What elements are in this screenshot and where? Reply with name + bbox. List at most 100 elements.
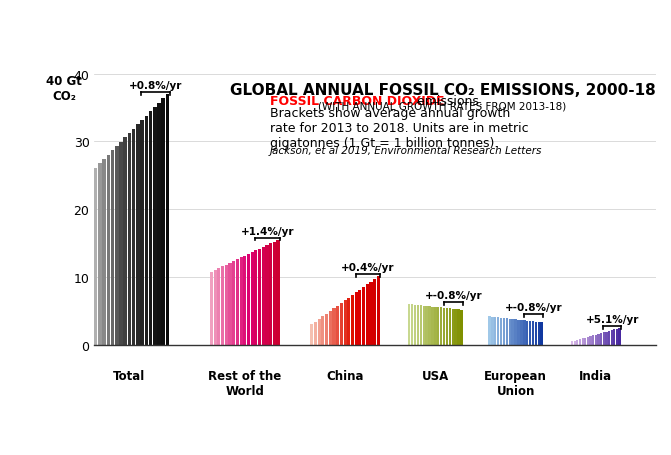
- Bar: [232, 262, 236, 345]
- Bar: [529, 321, 531, 345]
- Bar: [273, 242, 276, 345]
- Bar: [449, 308, 451, 345]
- Bar: [586, 337, 589, 345]
- Text: Total: Total: [113, 369, 146, 382]
- Bar: [579, 339, 581, 345]
- Bar: [269, 244, 272, 345]
- Text: India: India: [579, 369, 613, 382]
- Bar: [102, 160, 106, 345]
- Bar: [358, 290, 362, 345]
- Bar: [310, 325, 313, 345]
- Bar: [425, 306, 428, 345]
- Bar: [157, 103, 161, 345]
- Bar: [454, 309, 457, 345]
- Bar: [228, 263, 231, 345]
- Bar: [132, 129, 136, 345]
- Bar: [94, 168, 97, 345]
- Bar: [537, 323, 540, 345]
- Bar: [574, 341, 576, 345]
- Text: China: China: [326, 369, 364, 382]
- Bar: [582, 339, 584, 345]
- Bar: [153, 108, 156, 345]
- Bar: [491, 317, 494, 345]
- Bar: [408, 304, 411, 345]
- Bar: [597, 334, 600, 345]
- Bar: [592, 336, 595, 345]
- Title: GLOBAL ANNUAL FOSSIL CO₂ EMISSIONS, 2000-18: GLOBAL ANNUAL FOSSIL CO₂ EMISSIONS, 2000…: [229, 83, 656, 98]
- Bar: [325, 314, 328, 345]
- Bar: [506, 318, 508, 345]
- Bar: [336, 306, 340, 345]
- Text: Rest of the
World: Rest of the World: [208, 369, 281, 397]
- Bar: [262, 247, 265, 345]
- Bar: [520, 320, 523, 345]
- Text: USA: USA: [422, 369, 449, 382]
- Bar: [595, 335, 597, 345]
- Bar: [123, 138, 127, 345]
- Bar: [458, 309, 460, 345]
- Bar: [162, 99, 165, 345]
- Bar: [431, 307, 433, 345]
- Bar: [423, 306, 425, 345]
- Bar: [90, 172, 93, 345]
- Bar: [217, 268, 221, 345]
- Text: +0.4%/yr: +0.4%/yr: [341, 263, 395, 273]
- Bar: [236, 260, 239, 345]
- Bar: [166, 95, 169, 345]
- Bar: [344, 301, 347, 345]
- Text: emissions.: emissions.: [413, 95, 482, 108]
- Bar: [540, 323, 543, 345]
- Bar: [347, 298, 350, 345]
- Bar: [149, 112, 152, 345]
- Text: (WITH ANNUAL GROWTH RATES FROM 2013-18): (WITH ANNUAL GROWTH RATES FROM 2013-18): [319, 101, 567, 111]
- Bar: [437, 308, 440, 345]
- Bar: [494, 317, 497, 345]
- Text: 40 Gt
CO₂: 40 Gt CO₂: [46, 75, 82, 102]
- Bar: [532, 322, 534, 345]
- Text: Jackson, et al 2019, Environmental Research Letters: Jackson, et al 2019, Environmental Resea…: [270, 146, 542, 156]
- Bar: [107, 155, 110, 345]
- Bar: [354, 293, 358, 345]
- Bar: [460, 310, 463, 345]
- Bar: [377, 277, 380, 345]
- Bar: [329, 311, 332, 345]
- Bar: [535, 322, 537, 345]
- Bar: [213, 270, 217, 345]
- Bar: [509, 319, 511, 345]
- Bar: [576, 340, 578, 345]
- Bar: [250, 253, 254, 345]
- Bar: [497, 318, 499, 345]
- Bar: [523, 321, 525, 345]
- Text: FOSSIL CARBON DIOXIDE: FOSSIL CARBON DIOXIDE: [270, 95, 444, 108]
- Bar: [443, 308, 446, 345]
- Bar: [605, 332, 607, 345]
- Bar: [414, 305, 416, 345]
- Bar: [127, 134, 132, 345]
- Bar: [140, 121, 144, 345]
- Text: European
Union: European Union: [484, 369, 547, 397]
- Bar: [321, 317, 325, 345]
- Bar: [488, 317, 491, 345]
- Bar: [452, 309, 454, 345]
- Bar: [428, 307, 431, 345]
- Bar: [419, 306, 422, 345]
- Bar: [608, 331, 610, 345]
- Bar: [98, 164, 102, 345]
- Bar: [500, 318, 503, 345]
- Bar: [369, 282, 372, 345]
- Bar: [373, 279, 376, 345]
- Bar: [526, 321, 529, 345]
- Bar: [584, 338, 586, 345]
- Bar: [446, 308, 448, 345]
- Bar: [511, 319, 514, 345]
- Bar: [119, 142, 123, 345]
- Bar: [266, 246, 268, 345]
- Bar: [411, 305, 413, 345]
- Bar: [362, 288, 365, 345]
- Bar: [417, 305, 419, 345]
- Text: +0.8%/yr: +0.8%/yr: [129, 81, 183, 91]
- Bar: [600, 334, 603, 345]
- Bar: [351, 295, 354, 345]
- Bar: [340, 303, 343, 345]
- Bar: [221, 267, 224, 345]
